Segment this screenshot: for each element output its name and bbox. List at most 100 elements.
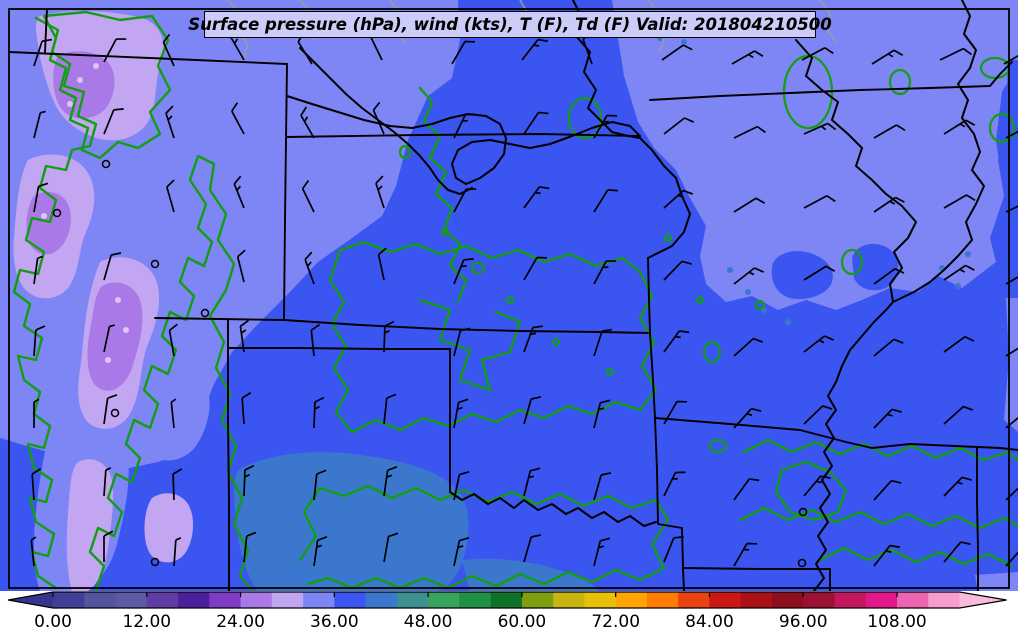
colorbar-right-arrow bbox=[959, 592, 1007, 608]
wind-barb bbox=[33, 38, 53, 67]
wind-barb bbox=[372, 101, 385, 135]
wind-barb bbox=[304, 251, 315, 285]
calm-station-circle bbox=[150, 557, 160, 567]
wind-barb bbox=[383, 466, 398, 497]
colorbar-segment bbox=[771, 592, 804, 608]
wind-barb bbox=[661, 44, 693, 61]
colorbar-tick-label: 12.00 bbox=[122, 612, 171, 632]
wind-barb bbox=[170, 398, 177, 429]
colorbar-segment bbox=[303, 592, 335, 608]
wind-barb bbox=[521, 38, 549, 61]
wind-barb bbox=[733, 125, 766, 139]
wind-barb bbox=[873, 267, 905, 285]
colorbar-segment bbox=[365, 592, 398, 608]
wind-barb bbox=[103, 252, 122, 281]
wind-barb bbox=[523, 111, 549, 135]
wind-barb bbox=[523, 256, 548, 281]
wind-barb bbox=[33, 182, 49, 213]
colorbar-tick-label: 108.00 bbox=[867, 612, 926, 632]
wind-barb bbox=[943, 476, 972, 497]
mississippi-river bbox=[813, 0, 985, 591]
wind-barb bbox=[803, 195, 836, 209]
wind-barb bbox=[383, 320, 395, 353]
map-frame bbox=[8, 8, 1010, 589]
wind-barb bbox=[803, 405, 833, 425]
wind-barb bbox=[663, 330, 690, 353]
colorbar-tick-label: 36.00 bbox=[310, 612, 359, 632]
wind-barb bbox=[453, 188, 477, 213]
calm-station-circle bbox=[798, 507, 808, 517]
colorbar-segment bbox=[428, 592, 460, 608]
wind-barb bbox=[239, 319, 249, 353]
wind-barb bbox=[873, 196, 905, 213]
wind-barb bbox=[803, 475, 831, 497]
wind-barb bbox=[172, 468, 183, 501]
wind-barb bbox=[103, 530, 114, 562]
colorbar-segment bbox=[584, 592, 617, 608]
wind-barb bbox=[663, 400, 688, 425]
wind-barb bbox=[313, 469, 327, 501]
wind-barb bbox=[733, 197, 766, 213]
wind-barb bbox=[168, 323, 178, 357]
colorbar-segment bbox=[334, 592, 367, 608]
wind-barb bbox=[375, 175, 385, 209]
wind-barb bbox=[873, 544, 901, 567]
wind-barb bbox=[663, 471, 686, 497]
platte-river bbox=[286, 95, 641, 185]
colorbar-tick-label: 0.00 bbox=[34, 612, 72, 632]
wind-barb bbox=[523, 396, 542, 425]
state-borders bbox=[8, 8, 1018, 591]
wind-barb bbox=[733, 542, 758, 567]
wind-barb bbox=[523, 467, 541, 497]
wind-barb bbox=[873, 124, 906, 139]
colorbar-segment bbox=[897, 592, 929, 608]
wind-barb bbox=[313, 396, 325, 429]
map-area bbox=[0, 0, 1018, 591]
wind-barb bbox=[243, 531, 257, 563]
wind-barb bbox=[871, 49, 904, 65]
colorbar-segment bbox=[115, 592, 148, 608]
colorbar-segment bbox=[740, 592, 773, 608]
colorbar-segment bbox=[615, 592, 648, 608]
wind-barb bbox=[103, 38, 127, 63]
wind-barb bbox=[162, 33, 175, 67]
wind-barb bbox=[453, 113, 476, 139]
colorbar-segment bbox=[646, 592, 679, 608]
wind-barb bbox=[383, 532, 399, 563]
wind-barb bbox=[593, 114, 618, 139]
wind-barb bbox=[243, 464, 255, 497]
calm-station-circle bbox=[200, 308, 210, 318]
colorbar-segment bbox=[84, 592, 117, 608]
colorbar-segment bbox=[490, 592, 523, 608]
colorbar-segment bbox=[271, 592, 304, 608]
wind-barb bbox=[33, 110, 46, 139]
wind-barb bbox=[33, 325, 46, 357]
wind-barb bbox=[593, 399, 611, 429]
wind-barb bbox=[103, 467, 112, 497]
colorbar-tick-label: 72.00 bbox=[591, 612, 640, 632]
colorbar-segment bbox=[553, 592, 586, 608]
wind-barb bbox=[310, 323, 321, 357]
wind-barb bbox=[943, 119, 976, 135]
wind-barbs bbox=[30, 28, 1018, 567]
wind-barb bbox=[663, 536, 684, 563]
wind-barb bbox=[313, 536, 328, 567]
colorbar-segment bbox=[865, 592, 898, 608]
wind-barb bbox=[663, 117, 694, 135]
wind-barb bbox=[733, 337, 764, 357]
wind-barb bbox=[103, 394, 118, 425]
rivers bbox=[286, 0, 985, 591]
wind-barb bbox=[231, 102, 245, 135]
wind-barb bbox=[451, 40, 476, 65]
colorbar-segment bbox=[834, 592, 867, 608]
colorbar: 0.00 12.00 24.00 36.00 48.00 60.00 72.00 84.00 9… bbox=[7, 591, 1007, 632]
colorbar-tick-label: 24.00 bbox=[216, 612, 265, 632]
wind-barb bbox=[943, 194, 976, 209]
wind-barb bbox=[593, 260, 617, 285]
wind-barb bbox=[873, 408, 902, 429]
wind-barb bbox=[803, 122, 837, 135]
calm-station-circle bbox=[52, 208, 62, 218]
wind-barb bbox=[453, 327, 471, 357]
